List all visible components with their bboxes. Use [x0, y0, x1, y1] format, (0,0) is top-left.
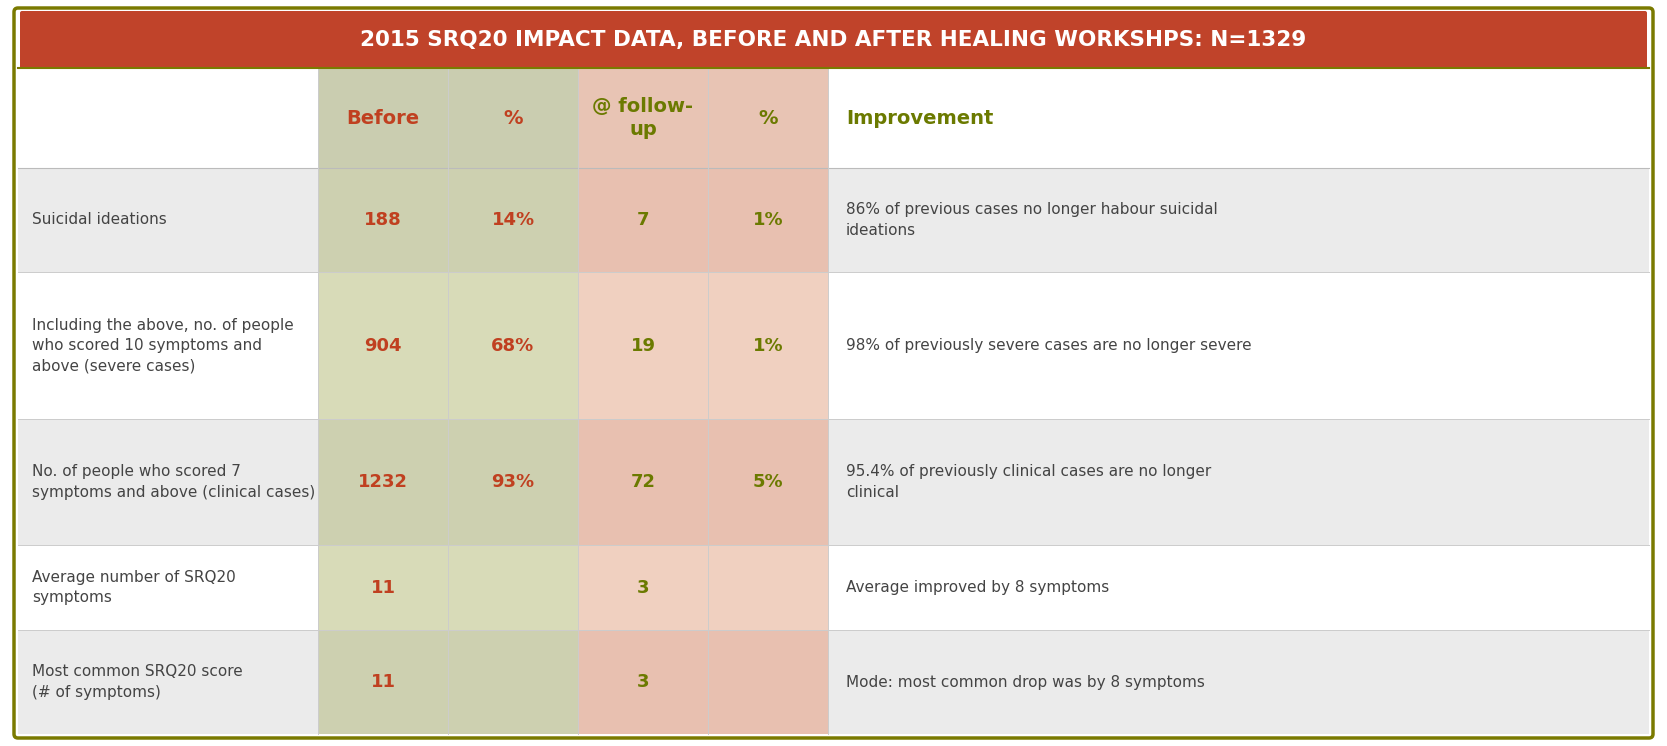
Bar — [578, 68, 828, 734]
Bar — [828, 272, 1649, 419]
Bar — [318, 68, 578, 734]
Text: 14%: 14% — [492, 211, 535, 229]
Text: Including the above, no. of people
who scored 10 symptoms and
above (severe case: Including the above, no. of people who s… — [32, 318, 293, 374]
Bar — [828, 545, 1649, 630]
Bar — [318, 545, 578, 630]
Text: %: % — [503, 108, 523, 128]
Text: 7: 7 — [637, 211, 648, 229]
Bar — [18, 630, 318, 734]
Bar — [578, 168, 828, 272]
Bar — [578, 545, 828, 630]
Bar — [828, 168, 1649, 272]
Text: 95.4% of previously clinical cases are no longer
clinical: 95.4% of previously clinical cases are n… — [845, 465, 1212, 500]
Text: 1%: 1% — [753, 211, 783, 229]
Bar — [318, 630, 578, 734]
Text: 93%: 93% — [492, 473, 535, 491]
Bar — [318, 272, 578, 419]
Bar — [318, 419, 578, 545]
Text: 19: 19 — [630, 336, 655, 354]
Text: @ follow-
up: @ follow- up — [592, 97, 693, 140]
Bar — [578, 68, 828, 168]
Text: 86% of previous cases no longer habour suicidal
ideations: 86% of previous cases no longer habour s… — [845, 202, 1219, 238]
Text: Suicidal ideations: Suicidal ideations — [32, 213, 167, 228]
Text: 1232: 1232 — [358, 473, 408, 491]
Text: Average number of SRQ20
symptoms: Average number of SRQ20 symptoms — [32, 570, 235, 605]
Bar — [828, 630, 1649, 734]
Text: Most common SRQ20 score
(# of symptoms): Most common SRQ20 score (# of symptoms) — [32, 665, 243, 700]
Bar — [18, 545, 318, 630]
Text: 3: 3 — [637, 579, 648, 597]
Text: 2015 SRQ20 IMPACT DATA, BEFORE AND AFTER HEALING WORKSHPS: N=1329: 2015 SRQ20 IMPACT DATA, BEFORE AND AFTER… — [360, 30, 1307, 50]
FancyBboxPatch shape — [20, 11, 1647, 69]
Bar — [578, 272, 828, 419]
Text: 5%: 5% — [753, 473, 783, 491]
Bar — [18, 168, 318, 272]
Text: 98% of previously severe cases are no longer severe: 98% of previously severe cases are no lo… — [845, 338, 1252, 353]
Text: 11: 11 — [370, 579, 395, 597]
Bar — [578, 630, 828, 734]
FancyBboxPatch shape — [13, 8, 1654, 738]
Text: 188: 188 — [363, 211, 402, 229]
Bar — [318, 68, 578, 168]
Text: Average improved by 8 symptoms: Average improved by 8 symptoms — [845, 580, 1109, 595]
Text: 3: 3 — [637, 673, 648, 691]
Text: 1%: 1% — [753, 336, 783, 354]
Text: 11: 11 — [370, 673, 395, 691]
Text: 72: 72 — [630, 473, 655, 491]
Bar — [18, 272, 318, 419]
Text: Mode: most common drop was by 8 symptoms: Mode: most common drop was by 8 symptoms — [845, 674, 1205, 689]
Text: Before: Before — [347, 108, 420, 128]
Bar — [578, 419, 828, 545]
Bar — [18, 419, 318, 545]
Bar — [318, 168, 578, 272]
Text: 904: 904 — [365, 336, 402, 354]
Text: Improvement: Improvement — [845, 108, 994, 128]
Text: 68%: 68% — [492, 336, 535, 354]
Bar — [828, 419, 1649, 545]
Text: No. of people who scored 7
symptoms and above (clinical cases): No. of people who scored 7 symptoms and … — [32, 465, 315, 500]
Text: %: % — [758, 108, 778, 128]
